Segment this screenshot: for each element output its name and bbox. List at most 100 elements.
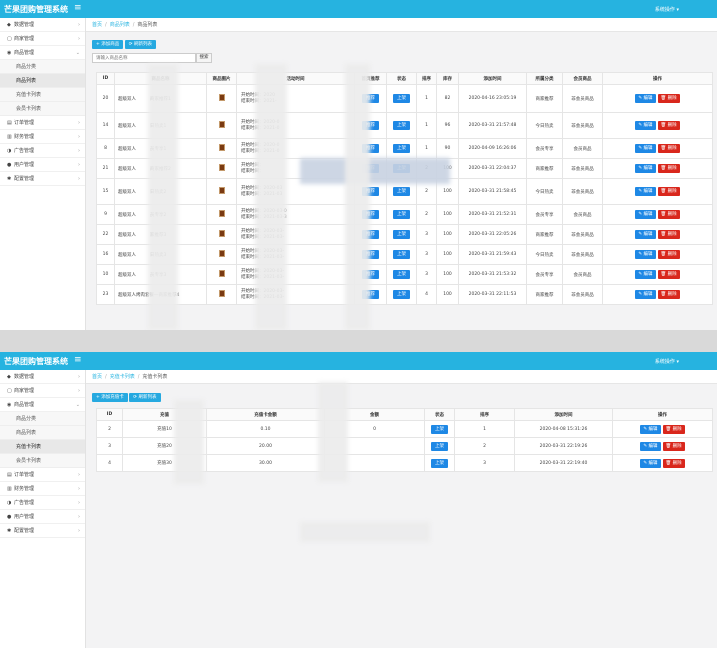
status-toggle[interactable]: 上架 [393,187,410,196]
cell-stock: 100 [436,224,459,245]
sidebar-item-data[interactable]: ◆ 数据管理 › [0,370,85,384]
edit-button[interactable]: ✎ 编辑 [635,121,656,130]
sidebar-item-users[interactable]: ● 用户管理 › [0,158,85,172]
sidebar-item-orders[interactable]: ▤ 订单管理 › [0,468,85,482]
delete-button[interactable]: 🗑 删除 [662,458,685,468]
sidebar-item-store[interactable]: ▢ 商家管理 › [0,32,85,46]
sidebar-item-goods[interactable]: ◉ 商品管理 ⌄ [0,398,85,412]
edit-button[interactable]: ✎ 编辑 [635,270,656,279]
add-recharge-button[interactable]: + 添加充值卡 [92,393,128,402]
edit-button[interactable]: ✎ 编辑 [640,441,661,451]
sidebar-item-label: 财务管理 [14,486,35,492]
sidebar-item-goods[interactable]: ◉ 商品管理 ⌄ [0,46,85,60]
recommend-toggle[interactable]: 推荐 [362,270,379,279]
delete-button[interactable]: 🗑 删除 [657,164,680,173]
edit-button[interactable]: ✎ 编辑 [635,290,656,299]
status-toggle[interactable]: 上架 [393,210,410,219]
goods-name: 超级双人 [118,212,136,218]
recommend-toggle[interactable]: 推荐 [362,94,379,103]
breadcrumb-section[interactable]: 充值卡列表 [109,374,135,380]
delete-button[interactable]: 🗑 删除 [662,424,685,434]
edit-button[interactable]: ✎ 编辑 [635,210,656,219]
chevron-right-icon: › [78,22,80,28]
delete-button[interactable]: 🗑 删除 [657,94,680,103]
status-toggle[interactable]: 上架 [393,270,410,279]
chevron-right-icon: › [78,374,80,380]
edit-button[interactable]: ✎ 编辑 [640,424,661,434]
status-toggle[interactable]: 上架 [393,94,410,103]
start-time: 开始时间： [238,163,354,169]
sidebar-item-config[interactable]: ✱ 配置管理 › [0,172,85,186]
breadcrumb-home[interactable]: 首页 [92,22,103,28]
recommend-toggle[interactable]: 推荐 [362,144,379,153]
recommend-toggle[interactable]: 推荐 [362,250,379,259]
recommend-toggle[interactable]: 推荐 [362,210,379,219]
status-toggle[interactable]: 上架 [431,424,448,434]
sidebar-item-finance[interactable]: ▥ 财务管理 › [0,130,85,144]
hamburger-icon[interactable]: ≡ [74,355,82,365]
edit-button[interactable]: ✎ 编辑 [635,164,656,173]
sidebar-item-label: 商品管理 [14,402,35,408]
column-header: 添加时间 [458,72,527,85]
delete-button[interactable]: 🗑 删除 [657,270,680,279]
recommend-toggle[interactable]: 推荐 [362,230,379,239]
sidebar-item-ads[interactable]: ◑ 广告管理 › [0,496,85,510]
add-goods-button[interactable]: + 添加商品 [92,40,124,49]
hamburger-icon[interactable]: ≡ [74,3,82,13]
dashboard-icon: ◆ [7,374,11,380]
sidebar-item-orders[interactable]: ▤ 订单管理 › [0,116,85,130]
recommend-toggle[interactable]: 推荐 [362,121,379,130]
sidebar-sub-category[interactable]: 商品分类 [0,60,85,74]
delete-button[interactable]: 🗑 删除 [657,250,680,259]
delete-button[interactable]: 🗑 删除 [657,210,680,219]
recommend-toggle[interactable]: 推荐 [362,290,379,299]
sidebar-sub-recharge[interactable]: 充值卡列表 [0,440,85,454]
recommend-toggle[interactable]: 推荐 [362,187,379,196]
edit-button[interactable]: ✎ 编辑 [635,230,656,239]
status-toggle[interactable]: 上架 [393,290,410,299]
edit-button[interactable]: ✎ 编辑 [635,250,656,259]
edit-button[interactable]: ✎ 编辑 [635,144,656,153]
system-ops-menu[interactable]: 系统操作 ▾ [654,7,679,13]
delete-button[interactable]: 🗑 删除 [657,187,680,196]
refresh-list-button[interactable]: ⟳ 刷新列表 [129,393,161,402]
refresh-list-button[interactable]: ⟳ 刷新列表 [124,40,156,49]
delete-button[interactable]: 🗑 删除 [662,441,685,451]
sidebar-item-ads[interactable]: ◑ 广告管理 › [0,144,85,158]
status-toggle[interactable]: 上架 [393,230,410,239]
search-input[interactable] [92,53,196,63]
delete-button[interactable]: 🗑 删除 [657,121,680,130]
sidebar-item-label: 商家管理 [14,36,35,42]
breadcrumb-section[interactable]: 商品列表 [109,22,130,28]
delete-button[interactable]: 🗑 删除 [657,230,680,239]
breadcrumb-home[interactable]: 首页 [92,374,103,380]
system-ops-menu[interactable]: 系统操作 ▾ [654,359,679,365]
sidebar-item-finance[interactable]: ▥ 财务管理 › [0,482,85,496]
goods-thumbnail [218,290,225,297]
status-toggle[interactable]: 上架 [393,250,410,259]
sidebar-sub-goods-list[interactable]: 商品列表 [0,74,85,88]
cell-sort: 3 [416,264,437,285]
delete-button[interactable]: 🗑 删除 [657,144,680,153]
sidebar-sub-member[interactable]: 会员卡列表 [0,454,85,468]
status-toggle[interactable]: 上架 [431,458,448,468]
search-button[interactable]: 搜索 [196,53,212,63]
status-toggle[interactable]: 上架 [431,441,448,451]
chevron-down-icon: ⌄ [75,50,80,56]
edit-button[interactable]: ✎ 编辑 [635,187,656,196]
end-label: 结束时间： [241,148,264,154]
sidebar-sub-goods-list[interactable]: 商品列表 [0,426,85,440]
sidebar-item-store[interactable]: ▢ 商家管理 › [0,384,85,398]
cell-sort: 1 [454,420,515,438]
edit-button[interactable]: ✎ 编辑 [640,458,661,468]
edit-button[interactable]: ✎ 编辑 [635,94,656,103]
status-toggle[interactable]: 上架 [393,144,410,153]
sidebar-item-users[interactable]: ● 用户管理 › [0,510,85,524]
status-toggle[interactable]: 上架 [393,121,410,130]
sidebar-item-config[interactable]: ✱ 配置管理 › [0,524,85,538]
delete-button[interactable]: 🗑 删除 [657,290,680,299]
sidebar-sub-recharge[interactable]: 充值卡列表 [0,88,85,102]
sidebar-sub-category[interactable]: 商品分类 [0,412,85,426]
sidebar-item-data[interactable]: ◆ 数据管理 › [0,18,85,32]
sidebar-sub-member[interactable]: 会员卡列表 [0,102,85,116]
